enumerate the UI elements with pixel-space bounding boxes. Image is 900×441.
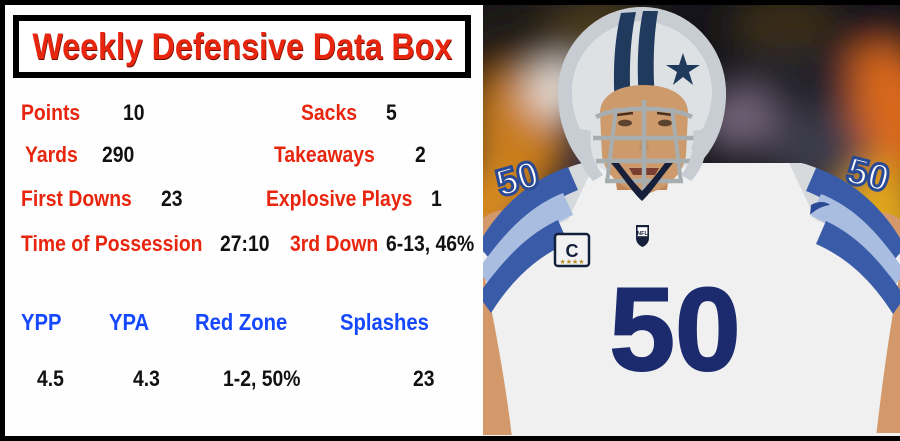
svg-text:C: C: [566, 241, 579, 261]
svg-text:50: 50: [609, 264, 740, 396]
svg-text:★★★★: ★★★★: [559, 258, 584, 266]
svg-text:NFL: NFL: [637, 231, 648, 237]
